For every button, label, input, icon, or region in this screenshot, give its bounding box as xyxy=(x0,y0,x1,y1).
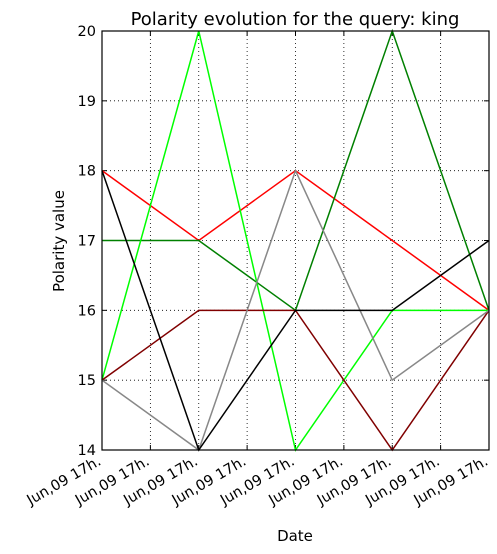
y-tick-label: 18 xyxy=(78,164,96,180)
y-tick-labels: 14 15 16 17 18 19 20 xyxy=(78,24,96,459)
series-line-6 xyxy=(101,170,490,452)
y-tick-label: 14 xyxy=(78,443,96,459)
chart-title: Polarity evolution for the query: king xyxy=(131,9,460,30)
y-tick-label: 16 xyxy=(78,303,96,319)
x-tick-labels: Jun,09 17h.Jun,09 17h.Jun,09 17h.Jun,09 … xyxy=(24,454,491,510)
y-tick-label: 19 xyxy=(78,94,96,110)
y-tick-label: 17 xyxy=(78,234,96,250)
series-line-5 xyxy=(101,168,490,452)
y-tick-label: 20 xyxy=(78,24,96,40)
x-axis-label: Date xyxy=(277,527,313,545)
plot-frame xyxy=(101,30,490,451)
y-tick-label: 15 xyxy=(78,373,96,389)
y-axis-label: Polarity value xyxy=(50,190,68,292)
series-lines xyxy=(101,28,490,452)
